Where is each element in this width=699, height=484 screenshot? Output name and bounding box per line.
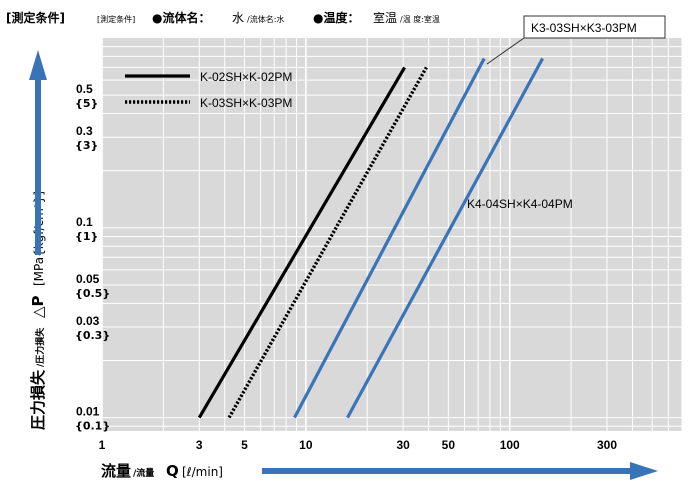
x-axis-arrow [262, 462, 658, 480]
fluid-value: 水 [232, 11, 244, 25]
x-tick-label: 30 [396, 438, 410, 452]
series-line-3 [346, 57, 545, 419]
series-line-2 [293, 57, 486, 419]
temp-label: ●温度： [313, 10, 359, 25]
y-axis-arrow [29, 50, 47, 255]
y-tick-sublabel: {0.1} [75, 420, 110, 433]
y-tick-sublabel: {3} [75, 139, 98, 152]
y-axis-title-main: 圧力損失 [29, 369, 47, 430]
y-tick-label: 0.05 [76, 272, 100, 286]
fluid-small: /流体名:水 [247, 14, 284, 24]
y-tick-label: 0.03 [76, 314, 100, 328]
x-axis-title-symbol: Q [166, 462, 179, 480]
callout-k3-box [523, 15, 666, 39]
y-tick-sublabel: {5} [75, 97, 98, 110]
x-tick-label: 100 [500, 438, 520, 452]
x-tick-labels: 1 3 5 10 30 50 100 300 [99, 438, 618, 452]
y-tick-sublabel: {0.5} [75, 287, 110, 300]
x-axis-title-main: 流量 [101, 462, 131, 480]
x-tick-label: 50 [442, 438, 456, 452]
y-axis-title-small: /圧力損失 [34, 327, 46, 367]
y-tick-label: 0.5 [76, 82, 93, 96]
x-tick-label: 10 [299, 438, 313, 452]
y-tick-sublabel: {1} [75, 230, 98, 243]
temp-value: 室温 [373, 10, 397, 25]
conditions-heading: [測定条件] [6, 10, 65, 25]
temp-small: /温 度:室温 [400, 14, 440, 24]
series-layer [197, 57, 545, 419]
callout-k3: K3-03SH×K3-03PM [486, 15, 666, 65]
legend: K-02SH×K-02PM K-03SH×K-03PM [125, 70, 292, 110]
x-tick-label: 5 [241, 438, 248, 452]
curve-label-k4: K4-04SH×K4-04PM [467, 197, 573, 211]
y-tick-label: 0.1 [76, 215, 93, 229]
x-axis-title-unit: [ℓ/min] [182, 465, 223, 479]
y-tick-labels: 0.5{5} 0.3{3} 0.1{1} 0.05{0.5} 0.03{0.3} 0.01… [75, 82, 110, 432]
series-line-0 [197, 66, 406, 419]
conditions-heading-small: [測定条件] [97, 14, 135, 24]
x-axis-title-small: /流量 [133, 467, 154, 479]
x-tick-label: 1 [99, 438, 106, 452]
x-tick-label: 300 [597, 438, 617, 452]
x-tick-label: 3 [196, 438, 203, 452]
series-line-1 [227, 66, 428, 419]
legend-label-k02: K-02SH×K-02PM [200, 70, 292, 84]
legend-label-k03: K-03SH×K-03PM [200, 96, 292, 110]
y-axis-title-symbol: △P [29, 295, 47, 318]
x-axis-title: 流量 /流量 Q [ℓ/min] [101, 462, 223, 480]
y-tick-sublabel: {0.3} [75, 329, 110, 342]
fluid-label: ●流体名： [152, 10, 210, 25]
callout-k3-label: K3-03SH×K3-03PM [531, 21, 637, 35]
callout-k3-leader [486, 37, 525, 65]
y-tick-label: 0.3 [76, 124, 93, 138]
y-tick-label: 0.01 [76, 405, 100, 419]
